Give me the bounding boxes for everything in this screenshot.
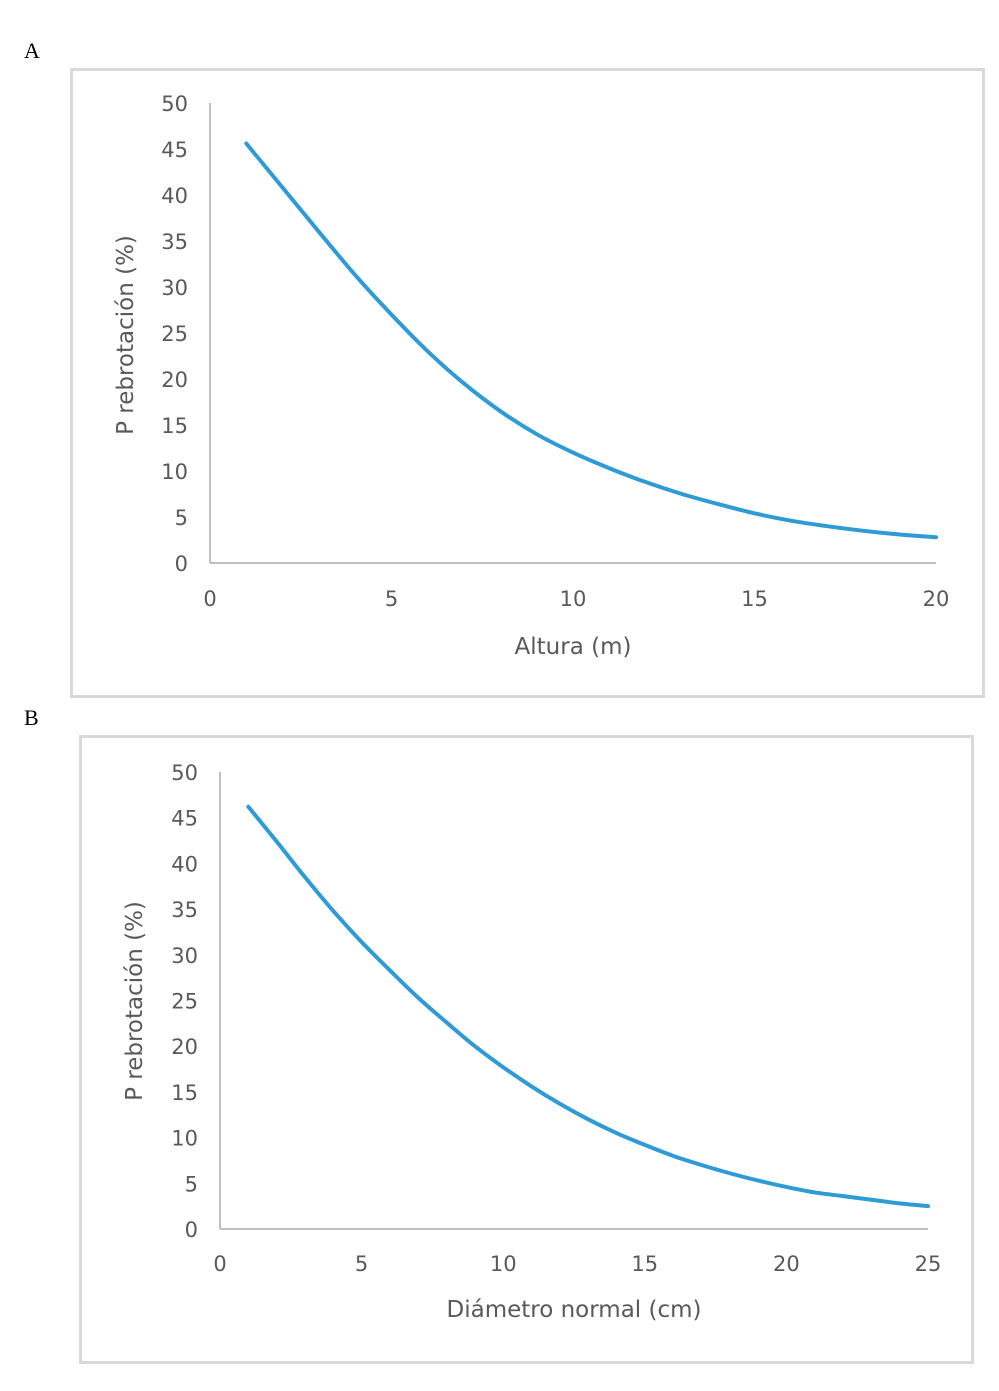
y-tick-label: 10 (161, 460, 188, 484)
chart-frame-a: 0 5 10 15 20 25 30 35 40 45 50 0 5 10 15 20 Altura (m) P … (70, 68, 985, 698)
x-tick-label: 5 (355, 1252, 368, 1276)
panel-label-a: A (24, 38, 40, 63)
x-tick-label: 20 (923, 587, 950, 611)
y-tick-label: 0 (185, 1218, 198, 1242)
y-tick-label: 25 (171, 990, 198, 1014)
x-tick-label: 15 (631, 1252, 658, 1276)
y-tick-label: 40 (161, 184, 188, 208)
y-tick-label: 45 (171, 807, 198, 831)
x-axis-label: Altura (m) (515, 634, 632, 660)
x-tick-label: 10 (560, 587, 587, 611)
y-axis-label: P rebrotación (%) (122, 901, 148, 1101)
y-axis-label: P rebrotación (%) (113, 235, 139, 435)
x-tick-label: 25 (915, 1252, 942, 1276)
panel-label-b: B (24, 705, 39, 730)
y-tick-label: 15 (161, 414, 188, 438)
y-tick-label: 0 (175, 552, 188, 576)
y-tick-label: 45 (161, 138, 188, 162)
y-tick-label: 40 (171, 852, 198, 876)
x-tick-label: 20 (773, 1252, 800, 1276)
y-tick-label: 10 (171, 1127, 198, 1151)
x-tick-label: 10 (490, 1252, 517, 1276)
y-tick-label: 30 (171, 944, 198, 968)
x-tick-label: 5 (385, 587, 398, 611)
series-line (246, 804, 930, 1209)
y-tick-label: 5 (175, 506, 188, 530)
y-tick-label: 15 (171, 1081, 198, 1105)
chart-a: 0 5 10 15 20 25 30 35 40 45 50 0 5 10 15 20 Altura (m) P … (113, 92, 949, 660)
series-line (244, 141, 938, 540)
x-axis-label: Diámetro normal (cm) (447, 1297, 702, 1323)
axes: 0 5 10 15 20 25 30 35 40 45 50 0 5 10 15 20 (161, 92, 949, 611)
y-tick-label: 5 (185, 1172, 198, 1196)
x-tick-label: 0 (203, 587, 216, 611)
y-tick-label: 20 (161, 368, 188, 392)
x-tick-label: 0 (213, 1252, 226, 1276)
x-tick-label: 15 (741, 587, 768, 611)
y-tick-label: 35 (171, 898, 198, 922)
y-tick-label: 25 (161, 322, 188, 346)
y-tick-label: 35 (161, 230, 188, 254)
y-tick-label: 50 (171, 761, 198, 785)
axes: 0 5 10 15 20 25 30 35 40 45 50 0 5 10 15 20 25 (171, 761, 941, 1276)
chart-frame-b: 0 5 10 15 20 25 30 35 40 45 50 0 5 10 15 20 25 Diámetro n… (79, 735, 974, 1364)
chart-b: 0 5 10 15 20 25 30 35 40 45 50 0 5 10 15 20 25 Diámetro n… (122, 761, 941, 1323)
y-tick-label: 30 (161, 276, 188, 300)
y-tick-label: 20 (171, 1035, 198, 1059)
y-tick-label: 50 (161, 92, 188, 116)
